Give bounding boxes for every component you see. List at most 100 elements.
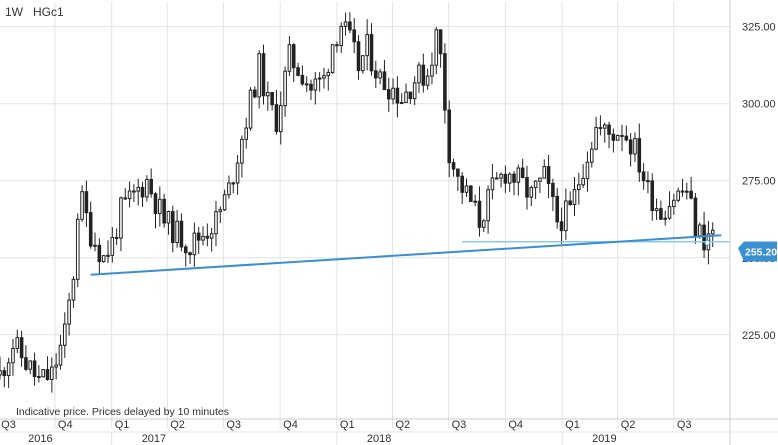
quarter-label: Q3 [226, 419, 241, 431]
quarter-label: Q1 [340, 419, 355, 431]
candle-body [11, 348, 15, 364]
candle-body [45, 369, 50, 380]
candle-body [451, 162, 456, 170]
candle-body [399, 102, 404, 105]
candle-body [283, 70, 287, 107]
candle-body [132, 190, 136, 193]
candle-body [106, 254, 110, 257]
candle-body [646, 180, 650, 183]
candle-body [214, 211, 218, 235]
candle-body [257, 53, 261, 98]
candle-body [611, 133, 616, 141]
y-tick-label: 275.00 [742, 176, 776, 188]
candlestick-series[interactable] [0, 12, 715, 393]
candle-body [512, 173, 516, 183]
candle-body [607, 124, 611, 135]
candle-body [6, 362, 11, 377]
candle-body [620, 134, 624, 137]
last-price-tag: 255.20 [738, 241, 777, 262]
candle-body [676, 190, 680, 201]
chart-grid [0, 2, 730, 428]
candle-body [28, 360, 33, 370]
candle-body [628, 139, 633, 155]
candle-body [654, 208, 659, 212]
candle-body [41, 369, 45, 378]
candle-body [430, 64, 434, 77]
interval-label[interactable]: 1W [5, 5, 24, 19]
quarter-label: Q2 [621, 419, 636, 431]
candle-body [253, 89, 257, 98]
candle-body [175, 220, 179, 244]
candle-body [624, 135, 629, 141]
candle-body [456, 168, 460, 177]
candle-body [71, 278, 76, 301]
candle-body [615, 134, 620, 141]
candle-body [395, 87, 400, 104]
candle-body [469, 185, 473, 202]
candle-body [140, 186, 145, 198]
last-price-tag-bg [738, 241, 777, 262]
candle-body [520, 167, 525, 179]
candle-body [261, 53, 266, 97]
candle-body [689, 190, 693, 199]
candle-body [37, 376, 41, 379]
candle-body [443, 53, 447, 111]
candle-body [50, 366, 54, 380]
candle-body [300, 74, 305, 85]
candle-body [287, 44, 292, 72]
candle-body [231, 182, 236, 185]
candle-body [391, 87, 395, 100]
candle-body [209, 233, 214, 239]
quarter-label: Q3 [1, 419, 16, 431]
candle-body [503, 173, 508, 184]
candle-body [633, 138, 637, 155]
candle-body [75, 218, 80, 280]
candle-body [589, 148, 594, 163]
year-label: 2016 [28, 433, 52, 445]
candle-body [240, 138, 244, 164]
candle-body [15, 337, 20, 350]
quarter-label: Q2 [170, 419, 185, 431]
candle-body [24, 357, 28, 370]
candle-body [322, 75, 326, 79]
year-label: 2019 [592, 433, 616, 445]
candle-body [702, 224, 706, 251]
candle-body [486, 189, 490, 222]
candle-body [352, 29, 356, 43]
candle-body [473, 200, 477, 203]
candle-body [58, 344, 63, 366]
quarter-label: Q3 [677, 419, 692, 431]
candle-body [585, 161, 590, 179]
candle-body [296, 67, 300, 76]
candle-body [62, 323, 67, 346]
candle-body [425, 75, 430, 86]
symbol-label[interactable]: HGc1 [33, 5, 64, 19]
quarter-label: Q3 [452, 419, 467, 431]
candle-body [542, 166, 547, 179]
candle-body [127, 190, 132, 200]
candle-body [309, 83, 313, 91]
candle-body [183, 246, 188, 254]
candle-body [356, 41, 361, 72]
candle-body [54, 364, 58, 368]
year-label: 2018 [367, 433, 391, 445]
quarter-label: Q4 [508, 419, 523, 431]
candle-body [412, 82, 417, 100]
candle-body [369, 34, 374, 72]
candle-body [270, 91, 274, 106]
trendline-overlays[interactable] [90, 234, 730, 276]
candle-body [19, 337, 24, 359]
candle-body [192, 232, 197, 256]
quarter-label: Q2 [395, 419, 410, 431]
candle-body [343, 21, 348, 27]
quarter-label: Q1 [565, 419, 580, 431]
candle-body [577, 184, 581, 191]
candle-body [378, 71, 382, 79]
candle-body [32, 360, 37, 378]
quarter-label: Q1 [115, 419, 130, 431]
candle-body [196, 232, 201, 241]
candle-body [551, 182, 555, 197]
delay-note: Indicative price. Prices delayed by 10 m… [16, 406, 229, 418]
candle-body [93, 244, 97, 247]
